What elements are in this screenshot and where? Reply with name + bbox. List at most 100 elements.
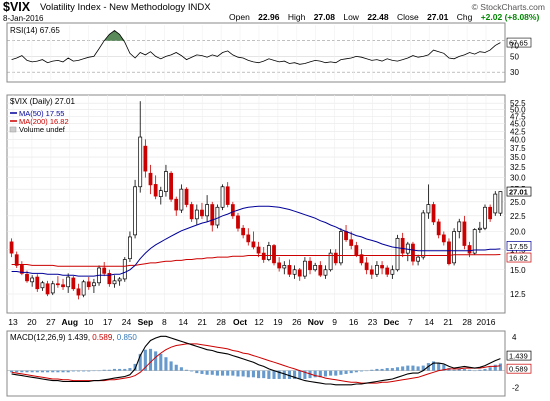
candle-body (287, 265, 292, 275)
price-tick-label: 50.0 (510, 106, 526, 115)
x-axis-label: 12 (254, 317, 264, 327)
macd-hist-bar (221, 370, 225, 376)
macd-hist-bar (195, 370, 199, 374)
macd-hist-bar (416, 366, 420, 371)
macd-hist-bar (112, 368, 117, 371)
candle-body (421, 212, 426, 258)
macd-hist-bar (493, 364, 497, 371)
candle-body (66, 276, 71, 288)
macd-hist-bar (483, 368, 487, 371)
candle-body (86, 281, 91, 288)
candle-body (380, 265, 384, 269)
x-axis-label: 26 (292, 317, 302, 327)
price-tick-label: 40.0 (510, 135, 526, 144)
chg-value: +2.02 (+8.08%) (480, 12, 540, 22)
candle-body (375, 265, 379, 275)
price-value-tag-text: 27.01 (509, 188, 528, 197)
macd-hist-bar (133, 363, 137, 371)
macd-hist-bar (66, 370, 70, 373)
candle-body (230, 204, 235, 217)
candle-body (318, 265, 323, 276)
candle-body (107, 273, 112, 285)
macd-hist-bar (251, 370, 255, 378)
candle-body (138, 136, 143, 188)
macd-hist-bar (257, 370, 261, 379)
macd-hist-bar (277, 370, 281, 379)
candle-body (246, 234, 251, 243)
price-tick-label: 35.0 (510, 153, 526, 162)
price-grid (7, 95, 505, 313)
x-axis-label: 20 (27, 317, 37, 327)
rsi-line (11, 29, 501, 65)
macd-hist-bar (293, 370, 297, 379)
candle-body (390, 269, 395, 275)
candle-body (431, 204, 436, 223)
macd-hist-bar (406, 365, 410, 371)
candle-body (308, 260, 312, 271)
macd-hist-bar (118, 368, 122, 371)
price-value-tag-text: 17.55 (509, 242, 528, 251)
macd-hist-bar (468, 369, 472, 371)
macd-legend-hist: 0.850 (117, 333, 138, 342)
candle-body (349, 239, 354, 246)
macd-hist-bar (97, 370, 101, 372)
macd-hist-bar (452, 369, 456, 371)
macd-hist-bar (123, 368, 127, 371)
x-axis-label: Sep (138, 317, 154, 327)
candle-body (122, 259, 127, 280)
price-tick-label: 42.5 (510, 127, 526, 136)
price-tick-label: 12.5 (510, 290, 526, 299)
price-tick-label: 37.5 (510, 144, 526, 153)
candle-body (194, 209, 199, 220)
price-tags: 27.01 17.55 16.82 (506, 186, 532, 263)
price-legend: $VIX (Daily) 27.01 MA(50) 17.55 MA(200) … (9, 97, 75, 134)
candle-body (50, 283, 55, 294)
candle-body (184, 188, 189, 205)
candle-body (128, 236, 132, 260)
candle-body (215, 206, 220, 226)
macd-hist-bar (102, 369, 106, 371)
x-axis-label: Aug (61, 317, 78, 327)
candle-body (302, 260, 307, 277)
candle-body (477, 227, 482, 230)
macd-tick-label: -2 (512, 383, 520, 392)
candle-body (261, 252, 266, 260)
macd-value-tag-text: 1.439 (509, 352, 528, 361)
price-tick-label: 47.5 (510, 112, 526, 121)
candle-body (225, 186, 230, 205)
macd-hist-bar (61, 370, 65, 373)
open-label: Open (229, 12, 250, 22)
candle-body (498, 191, 503, 214)
macd-hist-bar (210, 370, 214, 375)
rsi-value-tag-text: 67.65 (509, 39, 528, 48)
candle-body (344, 231, 348, 241)
candle-body (92, 282, 96, 287)
candle-body (359, 254, 364, 264)
macd-hist-bar (82, 370, 86, 372)
x-axis-label: 9 (332, 317, 337, 327)
macd-hist-bar (169, 361, 173, 371)
macd-hist-bar (30, 370, 34, 373)
candlesticks (9, 101, 503, 300)
macd-hist-bar (411, 365, 415, 371)
candle-body (277, 262, 282, 269)
macd-hist-bar (215, 370, 219, 376)
macd-hist-bar (51, 370, 55, 373)
high-value: 27.08 (313, 12, 335, 22)
candle-body (493, 193, 498, 214)
exchange-label: INDX (187, 2, 211, 13)
rsi-tick-label: 70 (510, 42, 519, 51)
rsi-grid (7, 25, 505, 80)
candle-body (447, 241, 451, 265)
candle-body (236, 215, 240, 229)
macd-hist-bar (174, 364, 178, 371)
macd-hist-bar (231, 370, 235, 376)
candle-body (179, 188, 184, 211)
macd-hist-bar (329, 370, 333, 376)
macd-hist-bar (344, 370, 348, 374)
macd-hist-bar (143, 349, 147, 371)
x-axis-label: 28 (462, 317, 472, 327)
high-label: High (287, 12, 306, 22)
macd-hist-bar (313, 370, 317, 378)
candle-body (189, 204, 194, 220)
